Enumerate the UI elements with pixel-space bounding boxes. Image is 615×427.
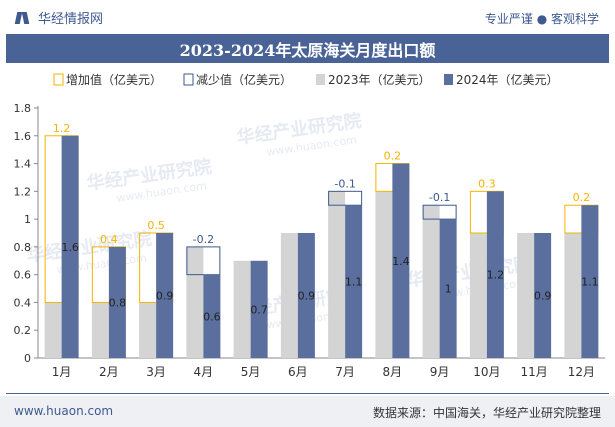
- brand-logo-icon: [14, 10, 30, 26]
- bar-chart: 华经产业研究院www.huaon.com华经产业研究院www.huaon.com…: [14, 72, 605, 379]
- bar-2024: [156, 233, 174, 358]
- y-tick-label: 1.4: [14, 158, 32, 171]
- x-tick-label: 9月: [430, 365, 450, 379]
- bar-2023: [328, 191, 346, 358]
- y-tick-label: 1.6: [14, 130, 32, 143]
- data-label-2024: 0.9: [156, 290, 174, 303]
- bar-2024: [297, 233, 315, 358]
- data-label-increase: 0.4: [100, 233, 118, 246]
- bar-2024: [108, 246, 126, 358]
- legend-2024-label: 2024年（亿美元）: [456, 72, 559, 87]
- data-label-2024: 0.9: [298, 290, 316, 303]
- x-tick-label: 4月: [194, 365, 214, 379]
- y-tick-label: 1: [24, 213, 31, 226]
- legend-2024-swatch: [444, 74, 453, 85]
- x-tick-label: 8月: [383, 365, 403, 379]
- data-label-increase: 1.2: [53, 122, 71, 135]
- data-label-decrease: -0.2: [193, 233, 214, 246]
- data-label-2024: 1.1: [581, 276, 599, 289]
- bar-2023: [233, 260, 251, 358]
- footer: www.huaon.com 数据来源：中国海关，华经产业研究院整理: [0, 396, 615, 427]
- x-tick-label: 10月: [473, 365, 500, 379]
- data-label-increase: 0.2: [573, 191, 591, 204]
- bar-2024: [581, 205, 599, 358]
- tagline: 专业严谨 ● 客观科学: [484, 12, 599, 26]
- data-label-2024: 1: [445, 283, 452, 296]
- footer-source: 数据来源：中国海关，华经产业研究院整理: [372, 406, 601, 420]
- bars: [44, 135, 599, 358]
- legend-2023-swatch: [316, 74, 325, 85]
- bar-decrease: [328, 190, 363, 206]
- bar-2024: [61, 135, 79, 358]
- legend: 增加值（亿美元） 减少值（亿美元） 2023年（亿美元） 2024年（亿美元）: [53, 72, 559, 87]
- bar-2024: [439, 219, 457, 358]
- y-tick-label: 0.8: [14, 241, 32, 254]
- data-label-2024: 1.6: [61, 241, 79, 254]
- bar-2023: [280, 233, 298, 358]
- legend-decrease-swatch: [183, 73, 194, 86]
- y-tick-label: 0.6: [14, 269, 32, 282]
- bar-2023: [469, 233, 487, 358]
- x-tick-label: 7月: [335, 365, 355, 379]
- y-tick-label: 0.2: [14, 324, 32, 337]
- bar-2023: [44, 302, 62, 358]
- legend-increase-label: 增加值（亿美元）: [66, 72, 162, 87]
- footer-divider: [6, 393, 609, 394]
- watermark-layer: 华经产业研究院www.huaon.com华经产业研究院www.huaon.com…: [25, 109, 533, 331]
- data-label-increase: 0.3: [478, 177, 496, 190]
- y-tick-label: 0: [24, 352, 31, 365]
- footer-website: www.huaon.com: [14, 404, 114, 418]
- legend-increase-swatch: [53, 73, 64, 86]
- data-label-2024: 1.4: [392, 255, 410, 268]
- bar-2023: [139, 302, 157, 358]
- bar-2024: [486, 191, 504, 358]
- y-tick-label: 1.2: [14, 185, 32, 198]
- data-labels: 1.6 1.2 0.8 0.4 0.9 0.5 0.6 -0.2 0.7 0.9 1.1 -0.1 1.…: [53, 122, 599, 324]
- bar-decrease: [186, 246, 221, 276]
- data-label-2024: 0.7: [250, 303, 268, 316]
- legend-2023-label: 2023年（亿美元）: [328, 72, 431, 87]
- data-label-2024: 0.9: [534, 290, 552, 303]
- y-tick-label: 1.8: [14, 102, 32, 115]
- chart-title: 2023-2024年太原海关月度出口额: [6, 34, 609, 63]
- x-tick-label: 12月: [568, 365, 595, 379]
- x-tick-label: 3月: [146, 365, 166, 379]
- bar-2023: [422, 205, 440, 358]
- data-label-2024: 0.8: [109, 296, 127, 309]
- data-label-2024: 1.1: [345, 276, 363, 289]
- top-bar: 华经情报网 专业严谨 ● 客观科学: [0, 0, 615, 34]
- x-tick-label: 6月: [288, 365, 308, 379]
- bar-2024: [250, 260, 268, 358]
- x-tick-label: 1月: [52, 365, 72, 379]
- bar-2023: [375, 191, 393, 358]
- data-label-2024: 0.6: [203, 310, 221, 323]
- data-label-decrease: -0.1: [429, 191, 450, 204]
- x-tick-label: 2月: [99, 365, 119, 379]
- bar-2024: [345, 205, 363, 358]
- bar-2024: [534, 233, 552, 358]
- brand-name: 华经情报网: [38, 12, 104, 27]
- bar-2023: [517, 233, 535, 358]
- legend-decrease-label: 减少值（亿美元）: [196, 72, 292, 87]
- data-label-increase: 0.2: [384, 150, 402, 163]
- data-label-decrease: -0.1: [334, 177, 355, 190]
- axes: 0 0.2 0.4 0.6 0.8 1 1.2 1.4 1.6 1.8 1月 2月 3月 4月 5月 6月 7月…: [14, 102, 605, 379]
- y-tick-label: 0.4: [14, 296, 32, 309]
- x-tick-label: 5月: [241, 365, 261, 379]
- data-label-2024: 1.2: [487, 269, 505, 282]
- bar-2024: [203, 274, 221, 358]
- data-label-increase: 0.5: [147, 219, 165, 232]
- x-tick-label: 11月: [520, 365, 547, 379]
- bar-2024: [392, 163, 410, 358]
- brand: 华经情报网: [14, 8, 103, 27]
- bar-2023: [186, 246, 204, 358]
- bar-2023: [564, 233, 582, 358]
- bar-2023: [91, 302, 109, 358]
